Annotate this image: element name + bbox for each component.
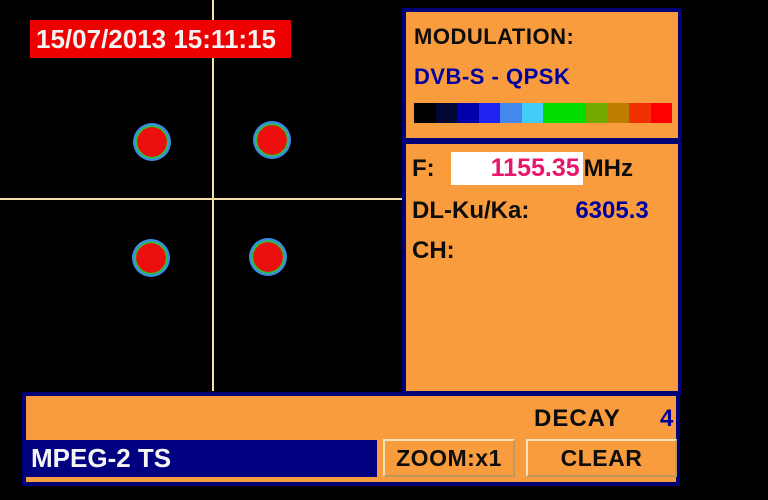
- downlink-value: 6305.3: [575, 197, 649, 224]
- frequency-unit: MHz: [583, 154, 633, 182]
- clear-button[interactable]: CLEAR: [526, 439, 677, 477]
- constellation-point: [253, 121, 291, 159]
- colorbar-segment: [629, 103, 651, 123]
- colorbar-segment: [478, 103, 500, 123]
- signal-colorbar: [414, 103, 672, 123]
- constellation-point: [132, 239, 170, 277]
- datetime-banner: 15/07/2013 15:11:15: [30, 20, 291, 58]
- frequency-value-box[interactable]: 1155.35: [450, 152, 583, 185]
- downlink-label: DL-Ku/Ka:: [412, 197, 530, 224]
- constellation-point: [249, 238, 287, 276]
- stream-type-label: MPEG-2 TS: [31, 443, 172, 473]
- frequency-value: 1155.35: [490, 154, 580, 182]
- colorbar-segment: [500, 103, 522, 123]
- tuning-panel: F: 1155.35 MHz DL-Ku/Ka: 6305.3 CH:: [402, 140, 682, 395]
- constellation-point: [133, 123, 171, 161]
- modulation-panel: MODULATION: DVB-S - QPSK: [402, 8, 682, 142]
- crosshair-vertical-line: [212, 0, 214, 391]
- modulation-value: DVB-S - QPSK: [414, 64, 571, 89]
- channel-label: CH:: [412, 237, 455, 264]
- colorbar-segment: [564, 103, 586, 123]
- modulation-label: MODULATION:: [414, 24, 575, 49]
- colorbar-segment: [586, 103, 608, 123]
- decay-value: 4: [660, 405, 674, 432]
- zoom-button[interactable]: ZOOM:x1: [383, 439, 515, 477]
- downlink-row: DL-Ku/Ka: 6305.3: [412, 196, 674, 226]
- colorbar-segment: [607, 103, 629, 123]
- colorbar-segment: [414, 103, 436, 123]
- frequency-label: F:: [412, 154, 435, 182]
- colorbar-segment: [521, 103, 543, 123]
- colorbar-segment: [457, 103, 479, 123]
- crosshair-horizontal-line: [0, 198, 403, 200]
- colorbar-segment: [543, 103, 565, 123]
- colorbar-segment: [650, 103, 672, 123]
- stream-type-box: MPEG-2 TS: [26, 440, 377, 477]
- frequency-row: F: 1155.35 MHz: [412, 152, 674, 185]
- decay-label: DECAY: [534, 405, 621, 432]
- colorbar-segment: [435, 103, 457, 123]
- channel-row: CH:: [412, 236, 674, 266]
- bottom-bar: DECAY 4 MPEG-2 TS ZOOM:x1 CLEAR: [22, 392, 680, 486]
